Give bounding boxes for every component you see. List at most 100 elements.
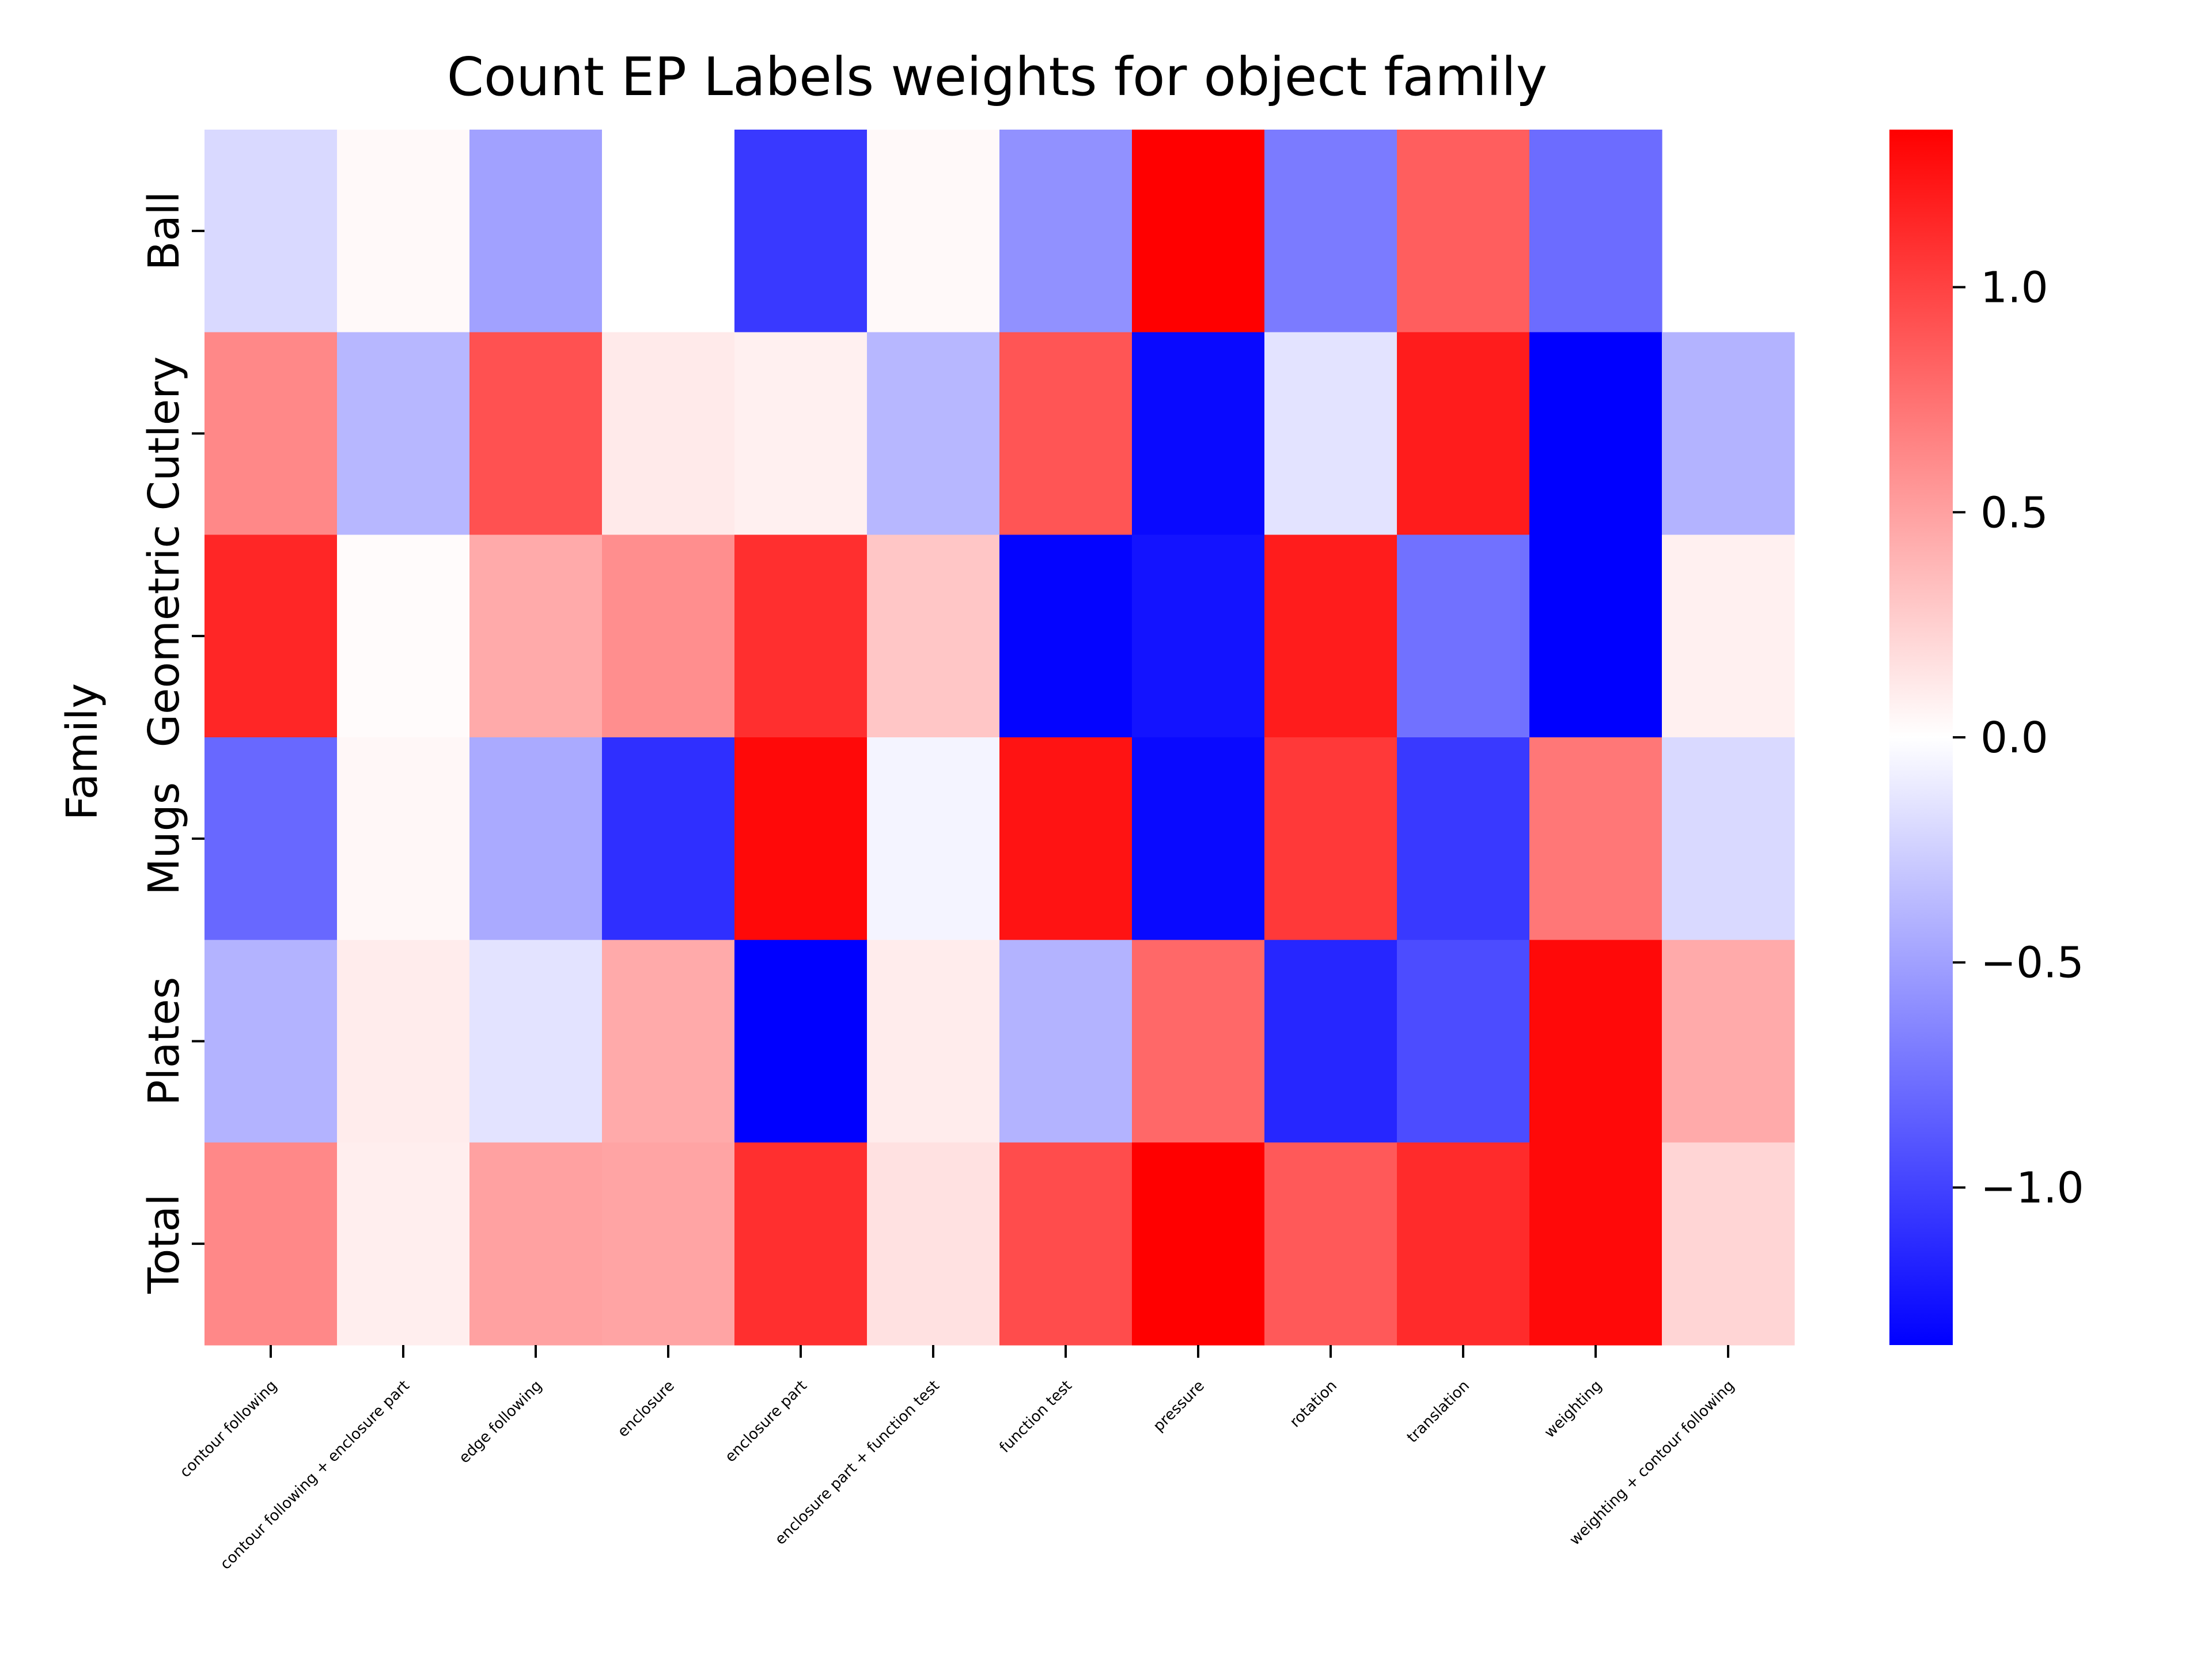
- x-tick-label: pressure: [1150, 1377, 1208, 1435]
- heatmap-cell: [999, 332, 1132, 535]
- heatmap-cell: [999, 1142, 1132, 1346]
- colorbar-tick-label: −0.5: [1980, 938, 2084, 988]
- heatmap-cell: [469, 332, 603, 535]
- heatmap-cell: [999, 130, 1132, 333]
- heatmap-cell: [1662, 940, 1795, 1143]
- row-labels: Ball Cutlery Geometric Mugs Plates Total: [139, 191, 204, 1294]
- y-axis-label: Family: [58, 683, 107, 820]
- heatmap-cell: [734, 1142, 868, 1346]
- x-tick-label: weighting: [1541, 1377, 1605, 1442]
- x-tick-label: enclosure: [615, 1377, 678, 1441]
- x-tick-label: edge following: [456, 1377, 546, 1467]
- heatmap-cell: [1132, 940, 1265, 1143]
- x-tick-label: weighting + contour following: [1566, 1377, 1738, 1549]
- colorbar-ticks: 1.0 0.5 0.0 −0.5 −1.0: [1953, 263, 2084, 1213]
- heatmap-cell: [1529, 130, 1662, 333]
- heatmap-cell: [1397, 130, 1530, 333]
- heatmap-cell: [734, 130, 868, 333]
- heatmap-cell: [1397, 332, 1530, 535]
- heatmap-cell: [1529, 737, 1662, 941]
- heatmap-cell: [999, 737, 1132, 941]
- heatmap-cell: [867, 940, 1000, 1143]
- colorbar-tick-label: 0.0: [1980, 713, 2048, 763]
- heatmap-cell: [867, 1142, 1000, 1346]
- heatmap-cell: [1132, 535, 1265, 738]
- heatmap-cell: [204, 535, 338, 738]
- heatmap-cell: [867, 332, 1000, 535]
- heatmap-cell: [1264, 130, 1397, 333]
- heatmap-cell: [1662, 332, 1795, 535]
- heatmap-cell: [1132, 130, 1265, 333]
- heatmap-cell: [204, 940, 338, 1143]
- x-tick-label: enclosure part: [722, 1377, 810, 1466]
- heatmap-cell: [999, 940, 1132, 1143]
- y-tick-label: Mugs: [139, 782, 189, 895]
- heatmap-cells: [204, 130, 1795, 1346]
- heatmap-cell: [337, 535, 470, 738]
- y-tick-label: Total: [139, 1194, 189, 1294]
- heatmap-cell: [867, 130, 1000, 333]
- heatmap-cell: [602, 130, 735, 333]
- heatmap-cell: [1662, 737, 1795, 941]
- heatmap-cell: [602, 535, 735, 738]
- heatmap-cell: [1132, 1142, 1265, 1346]
- heatmap-cell: [469, 535, 603, 738]
- y-tick-label: Ball: [139, 191, 189, 270]
- heatmap-cell: [469, 940, 603, 1143]
- heatmap-cell: [204, 737, 338, 941]
- x-tick-label: translation: [1404, 1377, 1473, 1446]
- heatmap-cell: [1397, 737, 1530, 941]
- heatmap-cell: [337, 332, 470, 535]
- heatmap-cell: [734, 940, 868, 1143]
- x-tick-label: contour following: [177, 1377, 281, 1481]
- heatmap-cell: [602, 940, 735, 1143]
- heatmap-cell: [1264, 940, 1397, 1143]
- heatmap-cell: [602, 1142, 735, 1346]
- colorbar: [1889, 130, 1953, 1345]
- heatmap-cell: [734, 737, 868, 941]
- heatmap-cell: [1662, 1142, 1795, 1346]
- x-tick-label: rotation: [1287, 1377, 1340, 1431]
- y-tick-label: Geometric: [139, 525, 189, 747]
- heatmap-cell: [1264, 737, 1397, 941]
- heatmap-cell: [1529, 940, 1662, 1143]
- heatmap-cell: [204, 332, 338, 535]
- heatmap-cell: [602, 332, 735, 535]
- heatmap-cell: [469, 130, 603, 333]
- heatmap-cell: [337, 737, 470, 941]
- heatmap-cell: [1132, 737, 1265, 941]
- heatmap-cell: [1397, 535, 1530, 738]
- heatmap-cell: [1662, 535, 1795, 738]
- heatmap-cell: [337, 1142, 470, 1346]
- colorbar-tick-label: −1.0: [1980, 1163, 2084, 1213]
- y-tick-label: Plates: [139, 977, 189, 1106]
- heatmap-cell: [999, 535, 1132, 738]
- heatmap-cell: [734, 535, 868, 738]
- heatmap-cell: [867, 535, 1000, 738]
- x-tick-label: enclosure part + function test: [772, 1377, 943, 1548]
- heatmap-cell: [1397, 1142, 1530, 1346]
- heatmap-cell: [469, 737, 603, 941]
- heatmap-cell: [1264, 535, 1397, 738]
- heatmap-cell: [337, 130, 470, 333]
- heatmap-cell: [1529, 1142, 1662, 1346]
- heatmap-cell: [1132, 332, 1265, 535]
- heatmap-cell: [469, 1142, 603, 1346]
- heatmap-cell: [204, 1142, 338, 1346]
- heatmap-cell: [1529, 332, 1662, 535]
- heatmap-cell: [867, 737, 1000, 941]
- heatmap-cell: [204, 130, 338, 333]
- heatmap-cell: [1264, 1142, 1397, 1346]
- heatmap-cell: [734, 332, 868, 535]
- colorbar-tick-label: 0.5: [1980, 488, 2048, 537]
- heatmap-cell: [1529, 535, 1662, 738]
- x-tick-label: function test: [996, 1377, 1075, 1456]
- heatmap-cell: [1397, 940, 1530, 1143]
- colorbar-tick-label: 1.0: [1980, 263, 2048, 313]
- y-tick-label: Cutlery: [139, 357, 189, 511]
- heatmap-cell: [1264, 332, 1397, 535]
- chart-title: Count EP Labels weights for object famil…: [447, 46, 1547, 108]
- heatmap-cell: [602, 737, 735, 941]
